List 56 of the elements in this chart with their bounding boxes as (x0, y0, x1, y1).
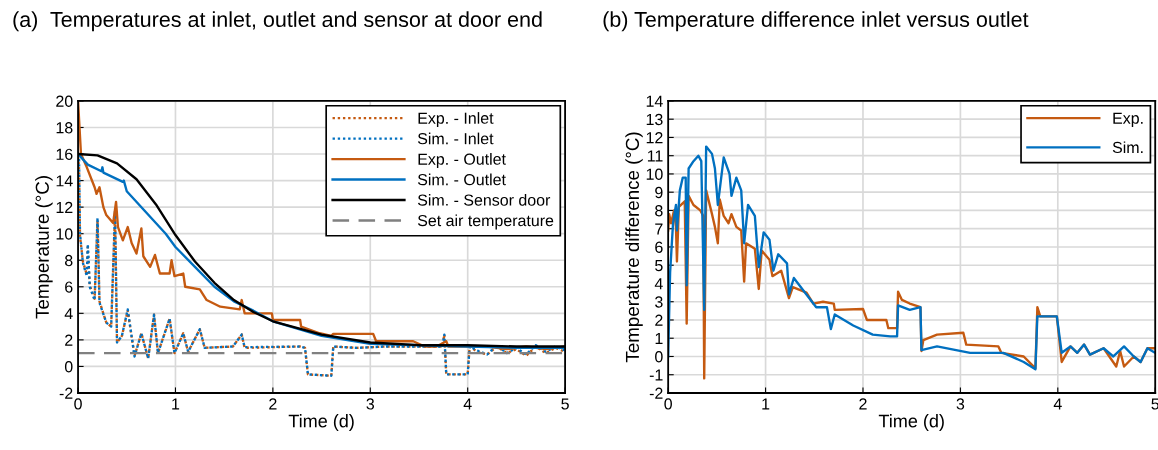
chart-title: (b) Temperature difference inlet versus outlet (603, 11, 1029, 32)
x-tick-label: 3 (956, 398, 965, 410)
y-tick-label: 0 (64, 361, 73, 373)
x-tick-label: 1 (762, 398, 770, 410)
y-tick-label: 8 (65, 254, 73, 267)
y-tick-label: 12 (56, 201, 73, 213)
x-axis-title: Time (d) (878, 414, 944, 431)
y-tick-label: 6 (655, 241, 663, 253)
y-tick-label: 4 (64, 308, 73, 320)
x-tick-label: 0 (664, 398, 672, 410)
y-tick-label: 2 (655, 314, 663, 326)
y-tick-label: 6 (65, 281, 73, 293)
y-tick-label: 13 (646, 113, 663, 126)
y-tick-label: 8 (655, 205, 663, 217)
y-axis-title: Temperature difference (°C) (625, 132, 643, 363)
y-tick-label: 4 (654, 278, 663, 290)
y-tick-label: 3 (655, 296, 663, 308)
legend-label: Sim. - Outlet (417, 173, 506, 186)
legend-label: Sim. - Sensor door (417, 194, 551, 206)
legend-label: Set air temperature (417, 214, 554, 230)
x-tick-label: 2 (269, 398, 277, 410)
x-tick-label: 3 (366, 398, 375, 410)
y-tick-label: 10 (56, 228, 73, 240)
legend-label: Sim. - Inlet (417, 132, 494, 145)
y-tick-label: 12 (646, 132, 663, 144)
y-tick-label: 1 (655, 333, 663, 345)
y-tick-label: 20 (56, 95, 73, 107)
y-tick-label: 14 (646, 95, 663, 107)
y-tick-label: -2 (649, 387, 663, 399)
y-tick-label: 10 (646, 168, 663, 180)
y-axis-title: Temperature (°C) (35, 176, 53, 319)
x-axis-title: Time (d) (288, 414, 354, 431)
legend-label: Exp. (1113, 112, 1143, 127)
legend-label: Sim. (1112, 141, 1143, 154)
x-tick-label: 4 (463, 398, 472, 410)
y-tick-label: -2 (59, 387, 73, 399)
y-tick-label: 0 (655, 351, 663, 363)
y-tick-label: 7 (655, 223, 663, 235)
x-tick-label: 4 (1053, 398, 1062, 410)
x-tick-label: 0 (74, 398, 82, 410)
line-series (668, 189, 1156, 380)
legend-label: Exp. - Outlet (418, 153, 506, 168)
y-tick-label: -1 (649, 369, 663, 381)
y-tick-label: 14 (56, 175, 73, 187)
y-tick-label: 2 (65, 334, 73, 346)
y-tick-label: 9 (655, 186, 663, 199)
y-tick-label: 11 (647, 150, 663, 162)
y-tick-label: 16 (56, 148, 73, 160)
chart-title: (a) Temperatures at inlet, outlet and sensor at door end (13, 11, 542, 32)
y-tick-label: 18 (56, 122, 73, 134)
y-tick-label: 5 (655, 260, 663, 272)
legend-label: Exp. - Inlet (418, 112, 494, 127)
x-tick-label: 5 (1151, 398, 1158, 410)
x-tick-label: 5 (561, 398, 569, 410)
x-tick-label: 1 (172, 398, 180, 410)
x-tick-label: 2 (859, 398, 867, 410)
